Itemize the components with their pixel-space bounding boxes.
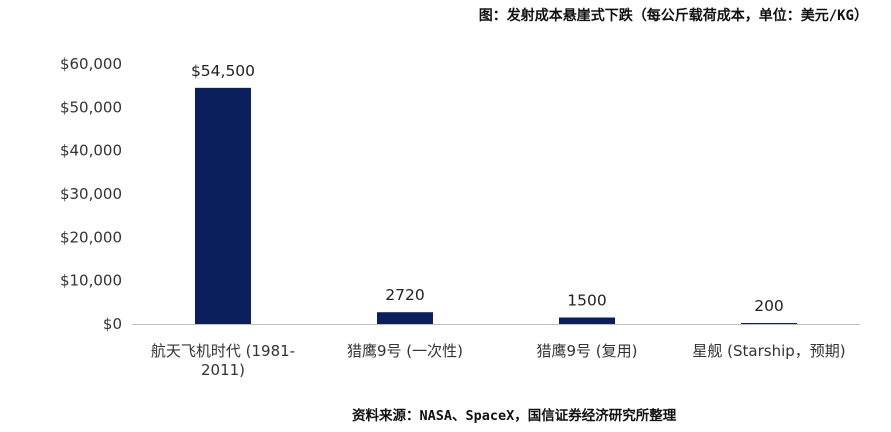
bar xyxy=(559,317,615,324)
chart-title: 图：发射成本悬崖式下跌（每公斤载荷成本，单位：美元/KG） xyxy=(479,7,868,24)
data-label: 2720 xyxy=(385,286,424,304)
data-label: $54,500 xyxy=(191,62,255,80)
x-tick-label: 猎鹰9号 (一次性) xyxy=(347,342,463,360)
y-tick-label: $50,000 xyxy=(60,98,122,116)
y-tick-label: $40,000 xyxy=(60,142,122,160)
x-axis: 航天飞机时代 (1981-2011) 猎鹰9号 (一次性) 猎鹰9号 (复用) 星舰 … xyxy=(151,342,846,379)
x-tick-label: 猎鹰9号 (复用) xyxy=(536,342,637,360)
y-tick-label: $0 xyxy=(103,315,122,333)
x-tick-label: 星舰 (Starship，预期) xyxy=(692,342,845,360)
y-tick-label: $30,000 xyxy=(60,185,122,203)
bar xyxy=(195,87,251,324)
y-tick-label: $20,000 xyxy=(60,228,122,246)
data-labels: $54,500 2720 1500 200 xyxy=(191,62,784,315)
data-label: 200 xyxy=(754,297,784,315)
x-tick-label: 航天飞机时代 (1981-2011) xyxy=(151,342,295,379)
data-label: 1500 xyxy=(567,292,606,310)
y-tick-label: $10,000 xyxy=(60,272,122,290)
source-note: 资料来源：NASA、SpaceX，国信证券经济研究所整理 xyxy=(352,407,677,424)
bars xyxy=(195,87,797,324)
y-tick-label: $60,000 xyxy=(60,55,122,73)
bar xyxy=(377,312,433,324)
y-axis: $0 $10,000 $20,000 $30,000 $40,000 $50,000 $60… xyxy=(60,55,122,333)
bar xyxy=(741,323,797,324)
